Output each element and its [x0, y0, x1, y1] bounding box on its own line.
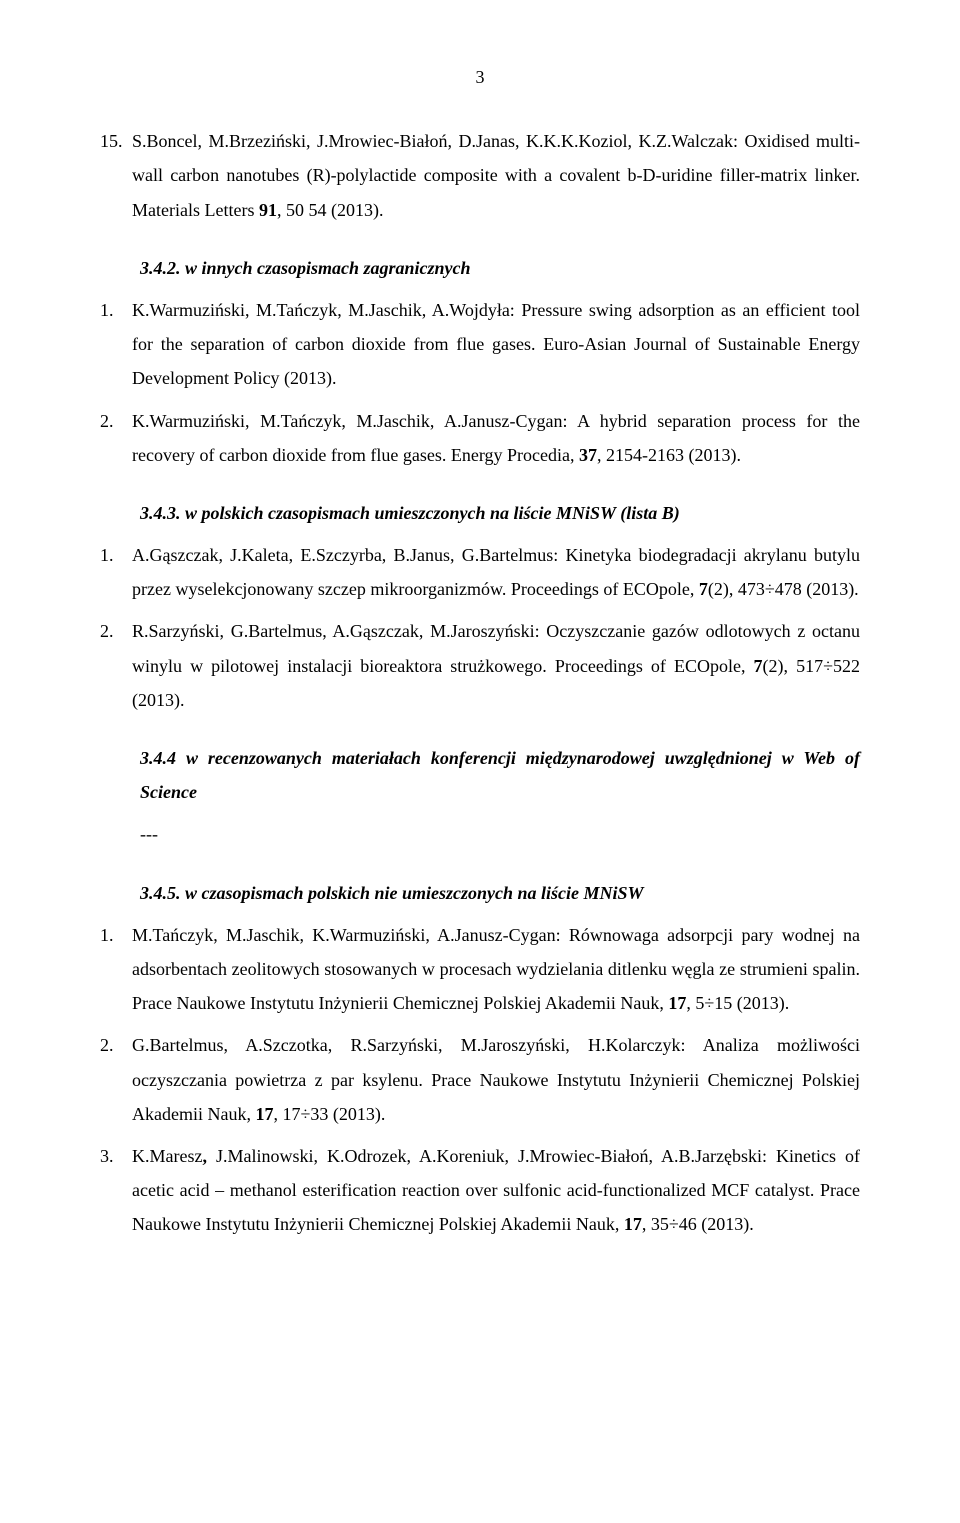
section-heading: 3.4.2. w innych czasopismach zagraniczny…	[100, 251, 860, 285]
reference-item: 15.S.Boncel, M.Brzeziński, J.Mrowiec-Bia…	[100, 124, 860, 227]
reference-text: K.Warmuziński, M.Tańczyk, M.Jaschik, A.J…	[132, 404, 860, 472]
empty-section-marker: ---	[100, 817, 860, 851]
reference-item: 2.R.Sarzyński, G.Bartelmus, A.Gąszczak, …	[100, 614, 860, 717]
section-heading: 3.4.3. w polskich czasopismach umieszczo…	[100, 496, 860, 530]
reference-text: G.Bartelmus, A.Szczotka, R.Sarzyński, M.…	[132, 1028, 860, 1131]
page-content: 15.S.Boncel, M.Brzeziński, J.Mrowiec-Bia…	[100, 124, 860, 1241]
reference-number: 1.	[100, 293, 132, 396]
reference-number: 15.	[100, 124, 132, 227]
reference-text: A.Gąszczak, J.Kaleta, E.Szczyrba, B.Janu…	[132, 538, 860, 606]
reference-number: 1.	[100, 918, 132, 1021]
reference-item: 1.A.Gąszczak, J.Kaleta, E.Szczyrba, B.Ja…	[100, 538, 860, 606]
reference-item: 2.K.Warmuziński, M.Tańczyk, M.Jaschik, A…	[100, 404, 860, 472]
reference-number: 3.	[100, 1139, 132, 1242]
section-heading: 3.4.4 w recenzowanych materiałach konfer…	[100, 741, 860, 809]
document-page: 3 15.S.Boncel, M.Brzeziński, J.Mrowiec-B…	[0, 0, 960, 1309]
reference-item: 3.K.Maresz, J.Malinowski, K.Odrozek, A.K…	[100, 1139, 860, 1242]
reference-text: S.Boncel, M.Brzeziński, J.Mrowiec-Białoń…	[132, 124, 860, 227]
reference-number: 2.	[100, 1028, 132, 1131]
reference-text: K.Maresz, J.Malinowski, K.Odrozek, A.Kor…	[132, 1139, 860, 1242]
section-heading: 3.4.5. w czasopismach polskich nie umies…	[100, 876, 860, 910]
reference-number: 1.	[100, 538, 132, 606]
reference-number: 2.	[100, 404, 132, 472]
reference-text: K.Warmuziński, M.Tańczyk, M.Jaschik, A.W…	[132, 293, 860, 396]
reference-text: M.Tańczyk, M.Jaschik, K.Warmuziński, A.J…	[132, 918, 860, 1021]
reference-item: 2.G.Bartelmus, A.Szczotka, R.Sarzyński, …	[100, 1028, 860, 1131]
reference-item: 1.K.Warmuziński, M.Tańczyk, M.Jaschik, A…	[100, 293, 860, 396]
reference-text: R.Sarzyński, G.Bartelmus, A.Gąszczak, M.…	[132, 614, 860, 717]
reference-item: 1.M.Tańczyk, M.Jaschik, K.Warmuziński, A…	[100, 918, 860, 1021]
page-number: 3	[100, 60, 860, 94]
reference-number: 2.	[100, 614, 132, 717]
